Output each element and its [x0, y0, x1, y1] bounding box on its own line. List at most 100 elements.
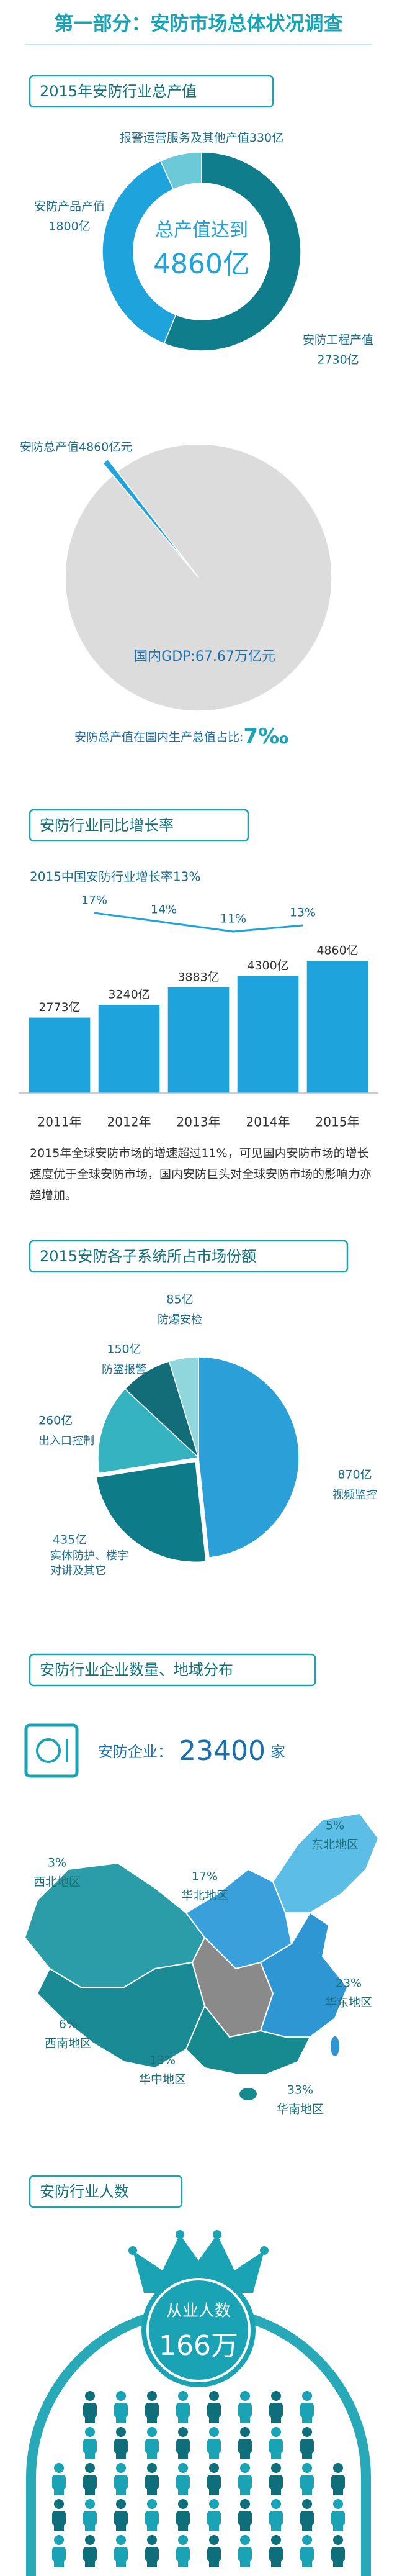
region-share: 5% — [326, 1819, 344, 1833]
region-share: 33% — [287, 2084, 313, 2097]
person-legs — [302, 2452, 312, 2459]
person-head — [147, 2499, 157, 2509]
person-head — [271, 2427, 281, 2437]
person-body — [331, 2547, 345, 2562]
person-head — [240, 2391, 250, 2401]
slice — [163, 152, 301, 351]
center-text: 4860亿 — [153, 248, 250, 280]
person-legs — [271, 2560, 281, 2567]
bar — [306, 961, 368, 1093]
region-share: 3% — [48, 1856, 66, 1870]
slice-label: 安防总产值4860亿元 — [20, 440, 132, 454]
enterprise-count: 安防企业： 23400 家 — [98, 1735, 285, 1767]
person-head — [54, 2535, 64, 2545]
person-legs — [147, 2488, 157, 2495]
person-legs — [240, 2452, 250, 2459]
person-head — [333, 2463, 343, 2473]
category-label: 视频监控 — [332, 1489, 377, 1502]
person-legs — [147, 2524, 157, 2531]
person-legs — [85, 2416, 95, 2423]
people-count: 166万 — [159, 2330, 238, 2362]
person-head — [302, 2391, 312, 2401]
growth-label: 14% — [151, 903, 177, 917]
person-body — [114, 2547, 128, 2562]
person-legs — [209, 2452, 219, 2459]
person-body — [269, 2547, 283, 2562]
value-label: 260亿 — [38, 1414, 73, 1428]
person-body — [300, 2511, 314, 2526]
person-legs — [178, 2452, 188, 2459]
person-body — [238, 2547, 252, 2562]
person-head — [302, 2463, 312, 2473]
person-body — [300, 2403, 314, 2418]
slice — [97, 1388, 200, 1474]
category-label: 防盗报警 — [102, 1363, 146, 1376]
person-body — [52, 2475, 66, 2490]
person-body — [114, 2403, 128, 2418]
region-name: 华南地区 — [277, 2103, 324, 2116]
region-share: 13% — [149, 2054, 176, 2067]
category-label: 安防产品产值 — [34, 200, 105, 214]
person-legs — [147, 2560, 157, 2567]
value-label: 2773亿 — [38, 1000, 80, 1014]
people-label: 从业人数 — [166, 2302, 231, 2321]
growth-paragraph: 2015年全球安防市场的增速超过11%，可见国内安防市场的增长速度优于全球安防市… — [30, 1146, 372, 1202]
person-body — [145, 2511, 159, 2526]
category-label: 安防工程产值 — [303, 333, 373, 347]
person-legs — [178, 2488, 188, 2495]
person-body — [83, 2475, 97, 2490]
person-body — [176, 2511, 190, 2526]
person-head — [271, 2499, 281, 2509]
person-head — [116, 2463, 126, 2473]
person-body — [114, 2511, 128, 2526]
person-head — [302, 2499, 312, 2509]
value-label: 85亿 — [166, 1293, 193, 1307]
region-northeast — [272, 1812, 380, 1913]
person-head — [240, 2463, 250, 2473]
person-legs — [240, 2488, 250, 2495]
person-body — [145, 2403, 159, 2418]
person-body — [83, 2511, 97, 2526]
region-name: 华中地区 — [139, 2073, 186, 2087]
person-legs — [271, 2488, 281, 2495]
person-head — [271, 2391, 281, 2401]
region-name: 西南地区 — [45, 2037, 92, 2051]
person-body — [269, 2403, 283, 2418]
person-body — [83, 2547, 97, 2562]
people-badge — [146, 2278, 251, 2382]
person-legs — [271, 2416, 281, 2423]
growth-label: 17% — [81, 894, 107, 907]
person-legs — [302, 2560, 312, 2567]
person-legs — [271, 2524, 281, 2531]
person-head — [240, 2499, 250, 2509]
category-label: 报警运营服务及其他产值 — [120, 131, 249, 145]
enterprise-unit: 家 — [270, 1743, 285, 1761]
person-legs — [54, 2560, 64, 2567]
person-body — [238, 2511, 252, 2526]
section-header-box — [29, 809, 249, 842]
person-body — [238, 2475, 252, 2490]
slice-label: 国内GDP:67.67万亿元 — [134, 649, 275, 664]
person-legs — [178, 2560, 188, 2567]
person-head — [116, 2499, 126, 2509]
region-south — [185, 2005, 311, 2075]
person-legs — [271, 2452, 281, 2459]
person-head — [209, 2463, 219, 2473]
person-head — [85, 2463, 95, 2473]
person-head — [178, 2499, 188, 2509]
section-header-box — [29, 75, 274, 108]
person-body — [300, 2475, 314, 2490]
person-head — [147, 2463, 157, 2473]
enterprise-label: 安防企业： — [98, 1743, 172, 1761]
value-label: 2730亿 — [317, 353, 359, 367]
person-head — [209, 2427, 219, 2437]
value-label: 330亿 — [249, 131, 283, 145]
person-body — [114, 2475, 128, 2490]
person-legs — [240, 2416, 250, 2423]
category-label: 实体防护、楼宇对讲及其它 — [50, 1549, 128, 1577]
value-label: 3240亿 — [108, 988, 149, 1002]
person-head — [302, 2427, 312, 2437]
person-legs — [302, 2488, 312, 2495]
crown — [133, 2234, 264, 2293]
